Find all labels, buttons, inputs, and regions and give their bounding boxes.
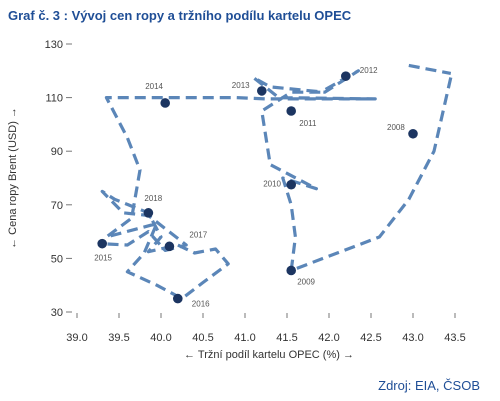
year-point-2015 [97, 238, 107, 249]
x-tick-label: 39.5 [108, 332, 129, 344]
year-point-2010 [286, 179, 297, 190]
chart-title: Graf č. 3 : Vývoj cen ropy a tržního pod… [8, 8, 352, 23]
point-layer: 2008 2009 2010 2011 2012 2013 2014 2015 2016 2017… [94, 66, 418, 309]
year-point-2012 [341, 71, 351, 81]
year-point-2013 [257, 86, 267, 96]
y-tick-label: 110 [45, 93, 63, 105]
x-tick-label: 40.5 [192, 332, 213, 344]
year-point-2018 [143, 208, 154, 218]
x-axis-label: ← Tržní podíl kartelu OPEC (%) → [184, 349, 354, 361]
year-label-2016: 2016 [192, 300, 210, 309]
price-share-path [100, 69, 453, 301]
year-label-2011: 2011 [299, 119, 317, 128]
year-label-2012: 2012 [360, 66, 378, 75]
year-label-2008: 2008 [387, 123, 405, 132]
y-tick-label: 50 [51, 253, 63, 265]
y-axis-label: ← Cena ropy Brent (USD) → [7, 107, 19, 249]
year-label-2018: 2018 [144, 194, 162, 203]
y-tick-label: 90 [51, 146, 63, 158]
price-share-segment [408, 63, 452, 76]
source-note: Zdroj: EIA, ČSOB [378, 378, 480, 393]
x-tick-label: 41.5 [276, 332, 297, 344]
year-point-2011 [286, 106, 297, 116]
year-label-2009: 2009 [297, 277, 315, 286]
x-tick-label: 42.5 [360, 332, 381, 344]
year-label-2014: 2014 [145, 82, 163, 91]
axes-group: 30 50 70 90 110 130 39.0 39.5 40.0 40.5 41.0 41.5 42… [7, 39, 466, 361]
year-point-2017 [164, 241, 175, 252]
y-tick-label: 130 [45, 39, 63, 51]
y-tick-label: 70 [51, 200, 63, 212]
x-tick-label: 43.0 [402, 332, 423, 344]
year-label-2013: 2013 [232, 81, 250, 90]
x-tick-label: 41.0 [234, 332, 255, 344]
path-layer [100, 63, 453, 301]
year-label-2017: 2017 [189, 230, 207, 239]
x-tick-label: 39.0 [66, 332, 87, 344]
year-point-2008 [408, 128, 418, 139]
year-label-2015: 2015 [94, 254, 112, 263]
year-point-2014 [160, 98, 170, 108]
x-tick-label: 42.0 [318, 332, 339, 344]
year-label-2010: 2010 [263, 180, 281, 189]
year-point-2016 [173, 293, 183, 304]
year-point-2009 [286, 265, 297, 276]
x-tick-label: 43.5 [444, 332, 465, 344]
y-tick-label: 30 [51, 307, 63, 319]
x-tick-label: 40.0 [150, 332, 171, 344]
